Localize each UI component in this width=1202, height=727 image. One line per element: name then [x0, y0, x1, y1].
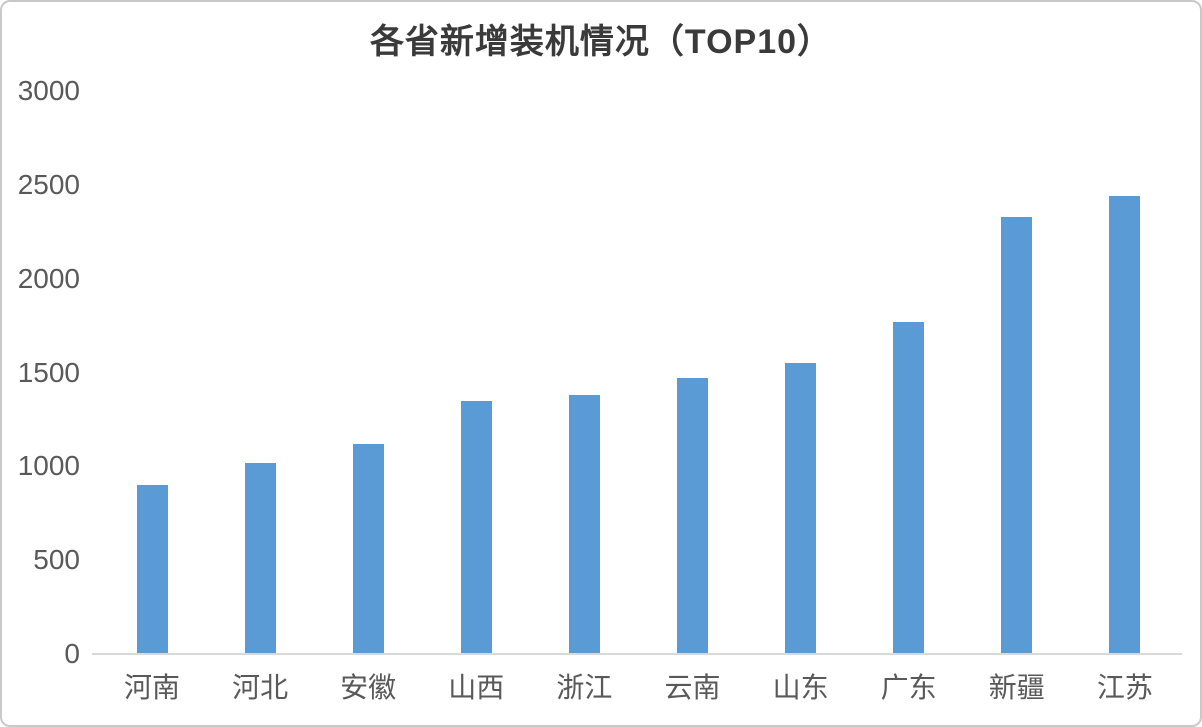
- y-tick-label: 2500: [17, 168, 80, 200]
- x-axis-label: 江苏: [1096, 672, 1153, 703]
- x-axis-label: 新疆: [988, 672, 1045, 703]
- x-axis-label: 河南: [123, 672, 180, 703]
- x-axis-label: 安徽: [340, 672, 397, 703]
- bar: [893, 321, 925, 653]
- bar: [244, 462, 276, 653]
- x-axis-label: 河北: [232, 672, 289, 703]
- y-tick-label: 1500: [17, 356, 80, 388]
- chart-title: 各省新增装机情况（TOP10）: [369, 23, 833, 61]
- bar: [677, 378, 708, 653]
- bar: [1109, 196, 1141, 653]
- x-axis-label: 山西: [448, 672, 505, 703]
- x-axis-line: [92, 653, 1182, 655]
- bar: [136, 485, 168, 653]
- bar: [785, 363, 817, 653]
- y-tick-label: 2000: [17, 262, 80, 294]
- y-tick-label: 500: [33, 544, 80, 576]
- y-tick-label: 1000: [17, 450, 80, 482]
- bar: [568, 395, 600, 653]
- y-tick-label: 3000: [17, 75, 80, 106]
- x-axis-label: 山东: [772, 672, 829, 703]
- bar: [352, 443, 384, 653]
- bar: [460, 400, 492, 653]
- x-axis-label: 云南: [664, 672, 721, 703]
- bar: [1001, 216, 1033, 653]
- x-axis-label: 广东: [880, 672, 937, 703]
- x-axis-label: 浙江: [556, 672, 613, 703]
- y-tick-label: 0: [64, 638, 80, 669]
